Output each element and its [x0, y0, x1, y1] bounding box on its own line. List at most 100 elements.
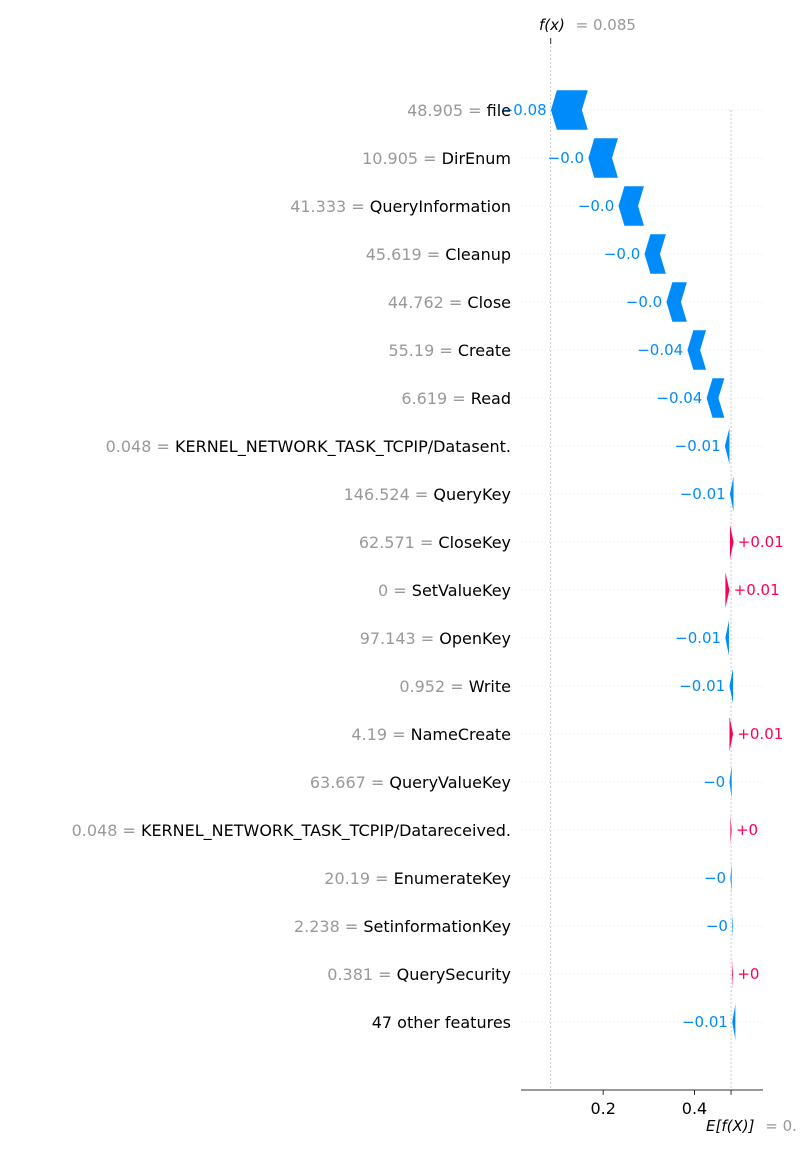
feature-value: 2.238 = — [294, 917, 363, 936]
feature-label: 97.143 = OpenKey — [360, 629, 511, 648]
feature-label: 62.571 = CloseKey — [359, 533, 511, 552]
x-axis: 0.2 0.4 — [521, 38, 763, 1118]
chart-header: f(x) = 0.085 E[f(X)] = 0. — [539, 16, 797, 1135]
feature-name: OpenKey — [439, 629, 511, 648]
bars-layer: −0.08 −0.0 −0.0 −0.0 −0.0 −0.04 −0.04 −0.01 −0.0… — [501, 89, 784, 1043]
feature-value: 44.762 = — [388, 293, 468, 312]
feature-label: 0.381 = QuerySecurity — [327, 965, 511, 984]
fx-label: f(x) — [539, 16, 565, 34]
contribution-label: +0.01 — [737, 725, 783, 743]
feature-label: 44.762 = Close — [388, 293, 511, 312]
feature-value: 0.952 = — [399, 677, 468, 696]
feature-value: 20.19 = — [324, 869, 393, 888]
contribution-label: −0.01 — [675, 629, 721, 647]
feature-value: 62.571 = — [359, 533, 439, 552]
negative-contribution-bar — [728, 761, 733, 803]
grid-layer — [521, 38, 763, 1090]
negative-contribution-bar — [587, 137, 619, 179]
feature-label: 4.19 = NameCreate — [351, 725, 511, 744]
negative-contribution-bar — [724, 425, 730, 467]
positive-contribution-bar — [731, 953, 734, 995]
contribution-label: −0.01 — [680, 485, 726, 503]
negative-contribution-bar — [729, 473, 735, 515]
feature-name: QuerySecurity — [397, 965, 511, 984]
feature-name: QueryKey — [433, 485, 511, 504]
feature-value: 4.19 = — [351, 725, 410, 744]
contribution-label: −0.0 — [548, 149, 584, 167]
feature-value: 6.619 = — [401, 389, 470, 408]
feature-value: 0.048 = — [72, 821, 141, 840]
feature-name: Read — [471, 389, 511, 408]
contribution-label: −0.04 — [637, 341, 683, 359]
contribution-label: +0.01 — [734, 581, 780, 599]
expected-value-annotation: E[f(X)] = 0. — [706, 1117, 797, 1135]
x-tick-label: 0.2 — [590, 1099, 615, 1118]
negative-contribution-bar — [724, 617, 730, 659]
feature-label: 146.524 = QueryKey — [344, 485, 511, 504]
feature-label: 47 other features — [372, 1013, 511, 1032]
negative-contribution-bar — [617, 185, 645, 227]
feature-value: 48.905 = — [407, 101, 487, 120]
negative-contribution-bar — [706, 377, 725, 419]
negative-contribution-bar — [686, 329, 707, 371]
feature-name: Create — [458, 341, 511, 360]
contribution-label: +0 — [737, 965, 759, 983]
feature-name: SetValueKey — [412, 581, 511, 600]
positive-contribution-bar — [724, 569, 730, 611]
contribution-label: −0.0 — [604, 245, 640, 263]
feature-value: 63.667 = — [310, 773, 390, 792]
negative-contribution-bar — [665, 281, 688, 323]
positive-contribution-bar — [729, 809, 733, 851]
contribution-label: −0.01 — [682, 1013, 728, 1031]
feature-label: 63.667 = QueryValueKey — [310, 773, 511, 792]
feature-name: QueryValueKey — [389, 773, 511, 792]
contribution-label: −0.0 — [578, 197, 614, 215]
fx-annotation: f(x) = 0.085 — [539, 16, 636, 34]
feature-label: 0.048 = KERNEL_NETWORK_TASK_TCPIP/Datase… — [106, 437, 511, 457]
feature-name: SetinformationKey — [363, 917, 511, 936]
feature-value: 146.524 = — [344, 485, 434, 504]
negative-contribution-bar — [731, 905, 734, 947]
x-tick-label: 0.4 — [682, 1099, 707, 1118]
contribution-label: +0.01 — [738, 533, 784, 551]
negative-contribution-bar — [731, 1001, 736, 1043]
feature-name: NameCreate — [411, 725, 511, 744]
positive-contribution-bar — [728, 713, 734, 755]
fx-value: = 0.085 — [576, 16, 636, 34]
contribution-label: −0.08 — [501, 101, 547, 119]
feature-label: 0.952 = Write — [399, 677, 511, 696]
feature-label: 10.905 = DirEnum — [362, 149, 511, 168]
feature-label: 0.048 = KERNEL_NETWORK_TASK_TCPIP/Datare… — [72, 821, 511, 841]
feature-label: 6.619 = Read — [401, 389, 511, 408]
negative-contribution-bar — [729, 857, 733, 899]
negative-contribution-bar — [728, 665, 734, 707]
contribution-label: −0 — [706, 917, 728, 935]
feature-label: 55.19 = Create — [388, 341, 511, 360]
feature-value: 10.905 = — [362, 149, 442, 168]
feature-name: EnumerateKey — [394, 869, 511, 888]
feature-name: 47 other features — [372, 1013, 511, 1032]
contribution-label: −0 — [703, 773, 725, 791]
feature-label: 20.19 = EnumerateKey — [324, 869, 511, 888]
contribution-label: −0.01 — [675, 437, 721, 455]
contribution-label: −0.0 — [626, 293, 662, 311]
feature-value: 97.143 = — [360, 629, 440, 648]
feature-label: 2.238 = SetinformationKey — [294, 917, 511, 936]
feature-name: Close — [467, 293, 511, 312]
feature-value: 45.619 = — [366, 245, 446, 264]
feature-labels: 48.905 = file 10.905 = DirEnum 41.333 = Qu… — [72, 101, 511, 1032]
negative-contribution-bar — [550, 89, 589, 131]
contribution-label: +0 — [736, 821, 758, 839]
expected-value-label: E[f(X)] — [706, 1117, 755, 1135]
feature-label: 45.619 = Cleanup — [366, 245, 511, 264]
feature-name: DirEnum — [442, 149, 511, 168]
contribution-label: −0.04 — [656, 389, 702, 407]
feature-name: Write — [469, 677, 511, 696]
feature-value: 55.19 = — [388, 341, 457, 360]
feature-name: KERNEL_NETWORK_TASK_TCPIP/Datasent. — [175, 437, 511, 457]
feature-name: Cleanup — [445, 245, 511, 264]
feature-label: 41.333 = QueryInformation — [290, 197, 511, 216]
feature-value: 41.333 = — [290, 197, 370, 216]
feature-name: QueryInformation — [370, 197, 511, 216]
